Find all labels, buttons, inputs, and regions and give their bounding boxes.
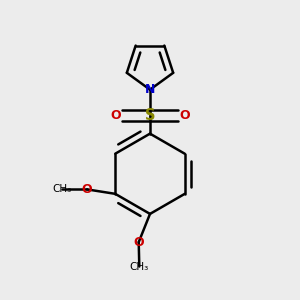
Text: CH₃: CH₃ <box>52 184 71 194</box>
Text: N: N <box>145 83 155 96</box>
Text: O: O <box>134 236 144 249</box>
Text: O: O <box>110 109 121 122</box>
Text: O: O <box>82 183 92 196</box>
Text: O: O <box>179 109 190 122</box>
Text: CH₃: CH₃ <box>130 262 149 272</box>
Text: S: S <box>145 108 155 123</box>
